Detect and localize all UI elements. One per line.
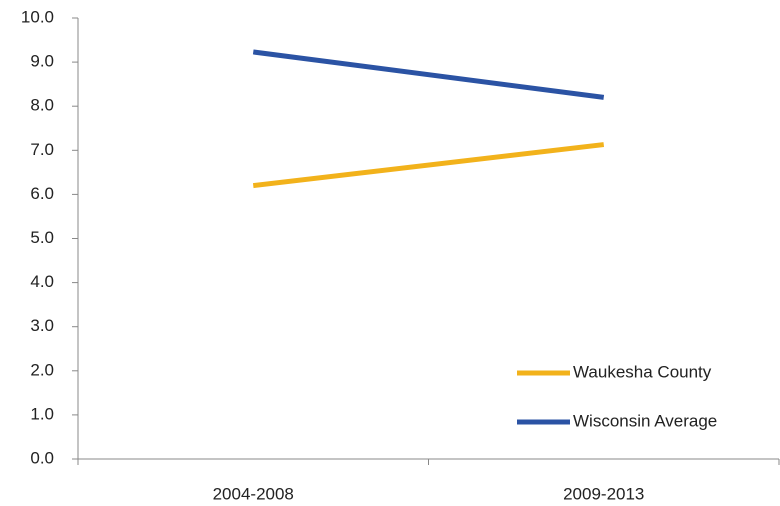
y-tick-label: 0.0 (30, 448, 54, 467)
y-tick-label: 3.0 (30, 316, 54, 335)
y-tick-label: 4.0 (30, 272, 54, 291)
series-line (252, 142, 605, 189)
legend-label: Waukesha County (573, 362, 712, 381)
legend-label: Wisconsin Average (573, 411, 717, 430)
y-tick-label: 8.0 (30, 96, 54, 115)
y-tick-label: 10.0 (21, 7, 54, 26)
y-tick-label: 2.0 (30, 360, 54, 379)
x-tick-label: 2009-2013 (563, 484, 644, 503)
y-tick-label: 7.0 (30, 140, 54, 159)
x-tick-label: 2004-2008 (213, 484, 294, 503)
y-tick-label: 5.0 (30, 228, 54, 247)
series-line (252, 49, 605, 100)
y-tick-label: 9.0 (30, 52, 54, 71)
y-tick-label: 6.0 (30, 184, 54, 203)
y-tick-label: 1.0 (30, 404, 54, 423)
